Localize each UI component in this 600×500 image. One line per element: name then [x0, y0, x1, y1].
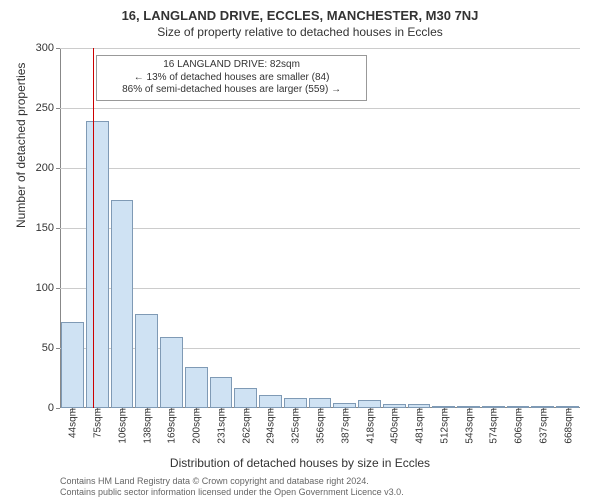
- bar: [61, 322, 84, 408]
- x-axis-title: Distribution of detached houses by size …: [0, 456, 600, 470]
- x-tick-label: 574sqm: [487, 408, 500, 444]
- info-box-line: 16 LANGLAND DRIVE: 82sqm: [103, 59, 359, 72]
- info-box-line: 86% of semi-detached houses are larger (…: [103, 84, 359, 97]
- chart-plot-area: 05010015020025030044sqm75sqm106sqm138sqm…: [60, 48, 580, 408]
- x-tick-label: 294sqm: [264, 408, 277, 444]
- x-tick-label: 637sqm: [536, 408, 549, 444]
- y-tick-label: 0: [48, 402, 60, 414]
- y-tick-label: 300: [36, 42, 60, 54]
- info-box-line: ← 13% of detached houses are smaller (84…: [103, 72, 359, 85]
- bar: [284, 398, 307, 408]
- gridline: [60, 108, 580, 109]
- title-block: 16, LANGLAND DRIVE, ECCLES, MANCHESTER, …: [0, 0, 600, 40]
- x-tick-label: 387sqm: [338, 408, 351, 444]
- bar: [135, 314, 158, 408]
- footer-line-1: Contains HM Land Registry data © Crown c…: [60, 476, 404, 487]
- footer: Contains HM Land Registry data © Crown c…: [60, 476, 404, 498]
- plot: 05010015020025030044sqm75sqm106sqm138sqm…: [60, 48, 580, 408]
- info-box: 16 LANGLAND DRIVE: 82sqm← 13% of detache…: [96, 55, 366, 101]
- x-tick-label: 543sqm: [462, 408, 475, 444]
- x-tick-label: 44sqm: [66, 408, 79, 438]
- bar: [86, 121, 109, 408]
- y-axis-title: Number of detached properties: [14, 63, 28, 228]
- x-tick-label: 325sqm: [289, 408, 302, 444]
- x-tick-label: 231sqm: [214, 408, 227, 444]
- x-tick-label: 138sqm: [140, 408, 153, 444]
- y-tick-label: 50: [42, 342, 60, 354]
- footer-line-2: Contains public sector information licen…: [60, 487, 404, 498]
- bar: [210, 377, 233, 408]
- y-tick-label: 150: [36, 222, 60, 234]
- x-tick-label: 262sqm: [239, 408, 252, 444]
- gridline: [60, 228, 580, 229]
- bar: [111, 200, 134, 408]
- x-tick-label: 169sqm: [165, 408, 178, 444]
- x-tick-label: 606sqm: [512, 408, 525, 444]
- chart-title: 16, LANGLAND DRIVE, ECCLES, MANCHESTER, …: [0, 8, 600, 25]
- bar: [309, 398, 332, 408]
- bar: [234, 388, 257, 408]
- chart-subtitle: Size of property relative to detached ho…: [0, 25, 600, 41]
- gridline: [60, 288, 580, 289]
- x-tick-label: 418sqm: [363, 408, 376, 444]
- x-tick-label: 356sqm: [314, 408, 327, 444]
- x-tick-label: 200sqm: [190, 408, 203, 444]
- x-tick-label: 668sqm: [561, 408, 574, 444]
- x-tick-label: 106sqm: [115, 408, 128, 444]
- bar: [259, 395, 282, 408]
- y-tick-label: 200: [36, 162, 60, 174]
- y-tick-label: 250: [36, 102, 60, 114]
- gridline: [60, 48, 580, 49]
- gridline: [60, 168, 580, 169]
- x-tick-label: 450sqm: [388, 408, 401, 444]
- x-tick-label: 481sqm: [413, 408, 426, 444]
- y-tick-label: 100: [36, 282, 60, 294]
- bar: [358, 400, 381, 408]
- chart-container: 16, LANGLAND DRIVE, ECCLES, MANCHESTER, …: [0, 0, 600, 500]
- bar: [160, 337, 183, 408]
- x-tick-label: 512sqm: [437, 408, 450, 444]
- bar: [185, 367, 208, 408]
- reference-line: [93, 48, 94, 408]
- x-tick-label: 75sqm: [91, 408, 104, 438]
